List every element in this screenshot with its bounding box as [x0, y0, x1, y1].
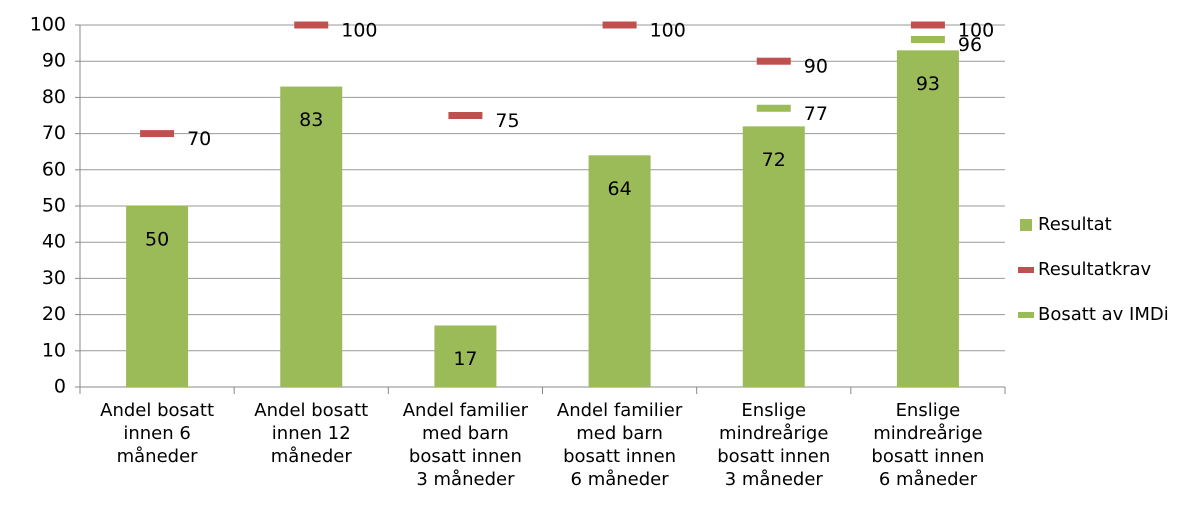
y-tick-label: 0: [54, 376, 66, 398]
y-tick-label: 50: [42, 195, 66, 217]
data-label: 96: [958, 34, 982, 56]
data-label: 64: [607, 178, 631, 200]
y-tick-label: 70: [42, 122, 66, 144]
y-tick-label: 60: [42, 158, 66, 180]
legend-swatch: [1018, 312, 1034, 318]
data-label: 100: [341, 20, 377, 42]
x-tick-label: Enslige mindreårige bosatt innen 6 måned…: [871, 400, 985, 490]
marker: [140, 130, 175, 138]
y-tick-label: 90: [42, 50, 66, 72]
y-tick-label: 80: [42, 86, 66, 108]
marker: [602, 21, 637, 29]
y-tick-label: 30: [42, 267, 66, 289]
bar: [742, 126, 805, 388]
marker: [910, 21, 945, 29]
data-label: 50: [145, 229, 169, 251]
data-label: 17: [453, 348, 477, 370]
data-label: 77: [804, 103, 828, 125]
marker: [756, 104, 791, 112]
data-label: 70: [187, 128, 211, 150]
x-tick-label: Andel bosatt innen 12 måneder: [254, 400, 369, 467]
marker: [910, 35, 945, 43]
x-tick-label: Andel bosatt innen 6 måneder: [100, 400, 215, 467]
y-tick-label: 40: [42, 231, 66, 253]
data-label: 90: [804, 56, 828, 78]
bar: [280, 86, 343, 387]
x-tick-label: Andel familier med barn bosatt innen 6 m…: [556, 400, 683, 490]
bar: [896, 50, 959, 388]
bar: [126, 206, 189, 387]
data-label: 93: [916, 73, 940, 95]
x-tick-label: Andel familier med barn bosatt innen 3 m…: [402, 400, 529, 490]
legend-swatch: [1018, 267, 1034, 273]
marker: [756, 57, 791, 65]
data-label: 75: [495, 110, 519, 132]
bar: [588, 155, 651, 387]
legend-label: Resultat: [1038, 214, 1112, 235]
y-tick-label: 100: [30, 14, 66, 36]
data-label: 100: [650, 20, 686, 42]
x-tick-label: Enslige mindreårige bosatt innen 3 måned…: [717, 400, 831, 490]
legend-label: Resultatkrav: [1038, 259, 1152, 280]
data-label: 100: [958, 20, 994, 42]
marker: [294, 21, 329, 29]
marker: [448, 112, 483, 119]
data-label: 83: [299, 109, 323, 131]
data-label: 72: [762, 149, 786, 171]
legend-swatch: [1020, 219, 1032, 231]
legend-label: Bosatt av IMDi: [1038, 304, 1169, 325]
y-tick-label: 10: [42, 339, 66, 361]
bar: [434, 325, 497, 387]
y-tick-label: 20: [42, 303, 66, 325]
